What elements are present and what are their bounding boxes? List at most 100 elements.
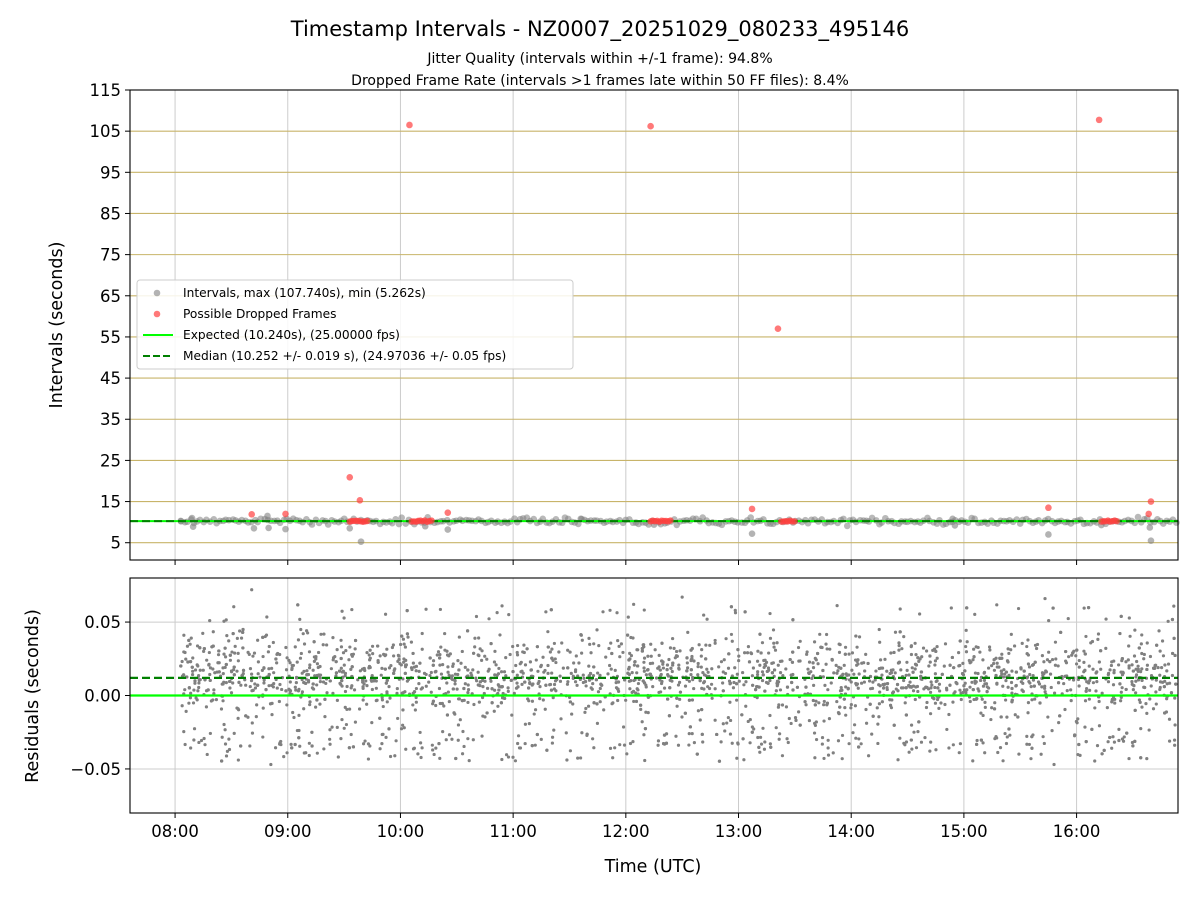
- residual-point: [256, 683, 260, 687]
- residual-point: [347, 658, 351, 662]
- residual-point: [550, 735, 555, 739]
- residual-point: [397, 654, 401, 658]
- residual-point: [396, 716, 400, 721]
- residual-point: [504, 753, 509, 757]
- residual-point: [414, 669, 418, 673]
- residual-point: [405, 632, 410, 636]
- residual-point: [689, 668, 693, 672]
- residual-point: [1053, 640, 1058, 644]
- residual-point: [642, 733, 646, 737]
- residual-point: [798, 659, 802, 663]
- residual-point: [618, 743, 622, 747]
- residual-point: [353, 720, 358, 724]
- residual-point: [1134, 673, 1139, 677]
- residual-point: [687, 743, 691, 747]
- residual-point: [420, 631, 424, 636]
- residual-point: [745, 651, 750, 655]
- residual-point: [813, 723, 818, 728]
- residual-point: [1140, 651, 1144, 656]
- residual-point: [424, 607, 428, 611]
- residual-point: [485, 657, 489, 661]
- residual-point: [683, 711, 687, 715]
- residual-point: [648, 672, 652, 676]
- residual-point: [572, 661, 576, 665]
- residual-point: [1172, 604, 1176, 608]
- intervals-y-tick-label: 85: [100, 204, 121, 223]
- residual-point: [1064, 661, 1069, 665]
- residual-point: [314, 705, 318, 709]
- residual-point: [1142, 657, 1146, 661]
- residual-point: [498, 633, 502, 637]
- residual-point: [866, 754, 871, 758]
- interval-point: [951, 522, 959, 529]
- residual-point: [656, 743, 660, 747]
- residual-point: [616, 639, 620, 643]
- residual-point: [1119, 670, 1123, 674]
- residual-point: [627, 667, 631, 671]
- residual-point: [535, 732, 539, 737]
- residual-point: [381, 732, 385, 736]
- residual-point: [1083, 668, 1087, 672]
- residual-point: [1042, 741, 1046, 746]
- residual-point: [845, 673, 849, 677]
- residual-point: [302, 707, 306, 711]
- residual-point: [723, 671, 728, 676]
- residual-point: [852, 672, 856, 676]
- residual-point: [378, 716, 382, 720]
- residual-point: [197, 681, 201, 685]
- residual-point: [414, 664, 419, 668]
- residual-point: [628, 741, 633, 746]
- residual-point: [629, 635, 633, 640]
- residual-point: [1069, 699, 1073, 703]
- residual-point: [401, 677, 405, 681]
- residual-point: [857, 737, 861, 741]
- residual-point: [616, 687, 620, 691]
- residual-point: [550, 741, 555, 745]
- residual-point: [832, 671, 836, 675]
- residual-point: [412, 690, 417, 694]
- interval-point: [1134, 513, 1142, 521]
- residual-point: [1110, 697, 1115, 702]
- residual-point: [466, 690, 470, 695]
- residual-point: [784, 705, 789, 709]
- residual-point: [713, 718, 717, 722]
- residual-point: [499, 670, 504, 674]
- residual-point: [986, 686, 991, 690]
- dropped-frame-point: [364, 517, 371, 525]
- residual-point: [339, 638, 343, 642]
- residual-point: [1077, 658, 1081, 663]
- residual-point: [668, 678, 672, 682]
- residual-point: [370, 644, 375, 648]
- residual-point: [1041, 735, 1045, 739]
- residual-point: [268, 702, 273, 706]
- residual-point: [395, 686, 399, 691]
- residual-point: [1172, 636, 1176, 640]
- residual-point: [432, 752, 436, 757]
- residual-point: [849, 702, 853, 707]
- residual-point: [334, 671, 339, 675]
- residual-point: [707, 686, 712, 691]
- residual-point: [254, 715, 258, 719]
- residual-point: [285, 751, 289, 755]
- residual-point: [516, 741, 520, 746]
- residual-point: [948, 683, 952, 687]
- residual-point: [275, 661, 279, 665]
- residual-point: [670, 669, 674, 674]
- residual-point: [402, 642, 406, 646]
- residual-point: [659, 690, 663, 694]
- residual-point: [658, 668, 662, 672]
- residual-point: [566, 648, 570, 652]
- residual-point: [702, 680, 707, 684]
- residual-point: [1007, 727, 1011, 731]
- residual-point: [192, 727, 197, 731]
- residual-point: [849, 706, 853, 710]
- residual-point: [992, 668, 997, 672]
- residual-point: [1160, 666, 1164, 670]
- residual-point: [241, 668, 246, 672]
- residual-point: [411, 651, 415, 656]
- residual-point: [253, 682, 257, 686]
- residual-point: [201, 631, 205, 635]
- residual-point: [919, 674, 923, 678]
- residual-point: [385, 678, 389, 682]
- residual-point: [839, 666, 843, 670]
